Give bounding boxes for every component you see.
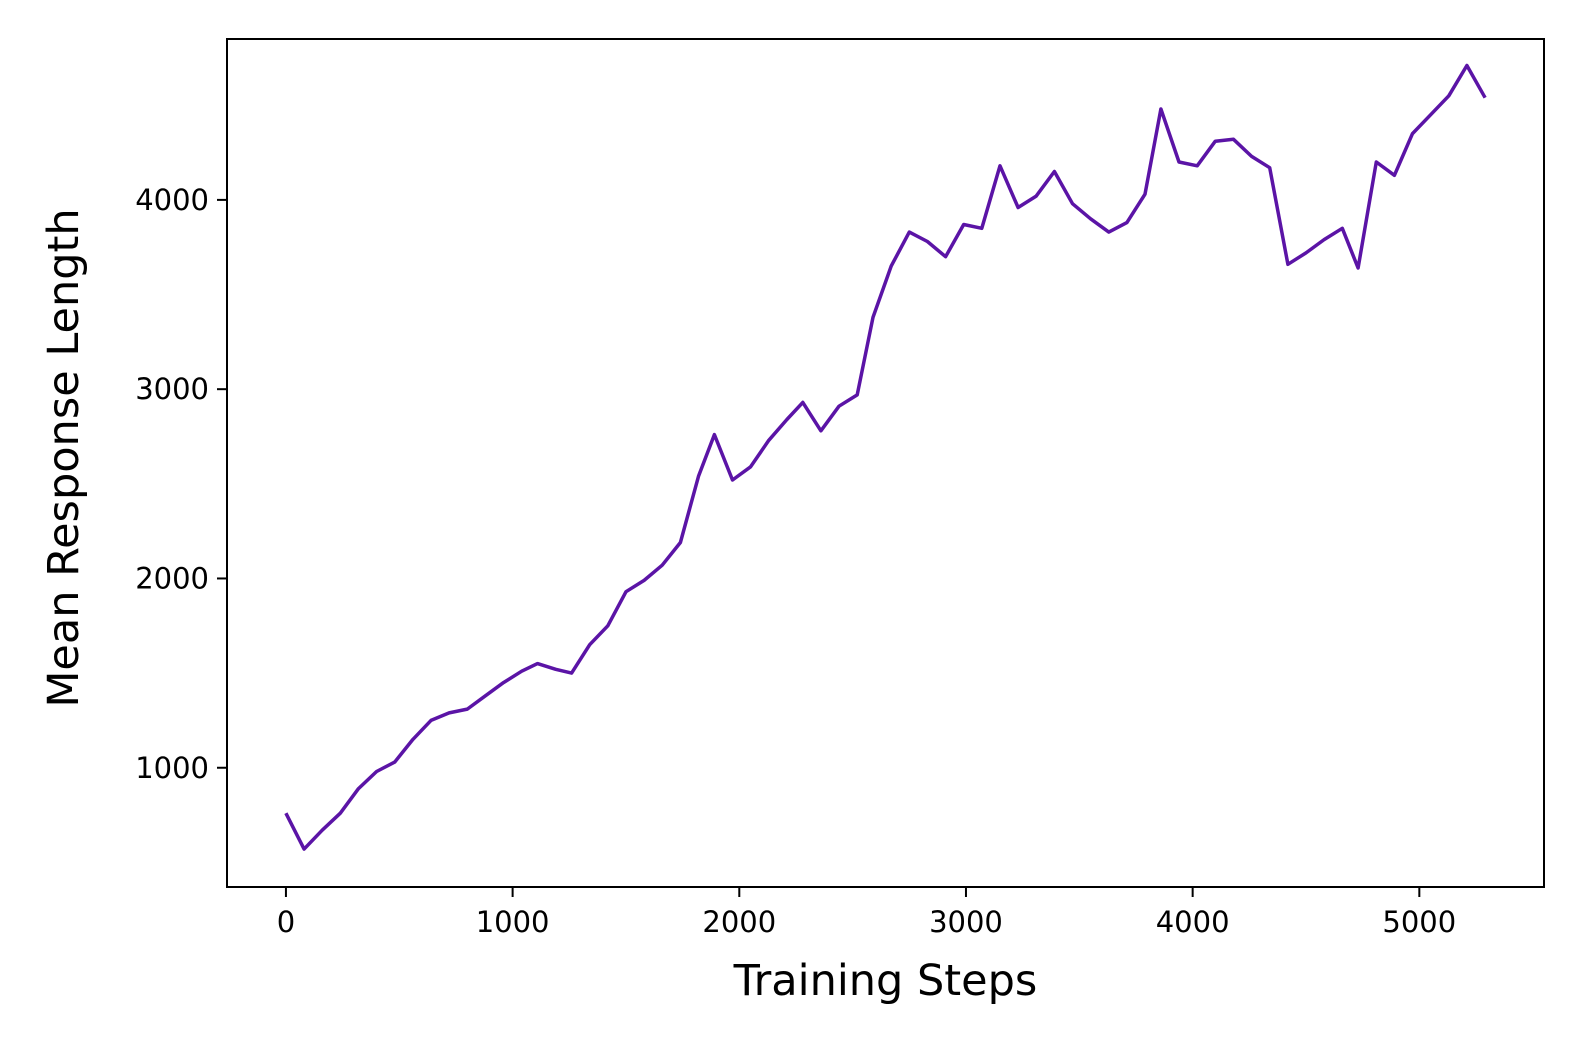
y-tick-label: 1000 bbox=[135, 751, 209, 785]
series-line bbox=[284, 63, 1487, 851]
y-tick-label: 2000 bbox=[135, 561, 209, 595]
series-layer bbox=[284, 63, 1487, 851]
y-tick-label: 4000 bbox=[135, 183, 209, 217]
x-axis-title: Training Steps bbox=[733, 956, 1038, 1006]
y-tick-label: 3000 bbox=[135, 372, 209, 406]
x-tick-label: 2000 bbox=[702, 905, 776, 939]
x-tick-label: 3000 bbox=[929, 905, 1003, 939]
x-axis: 0 1000 2000 3000 4000 5000 bbox=[277, 887, 1456, 939]
y-axis-title: Mean Response Length bbox=[39, 208, 89, 707]
x-tick-label: 5000 bbox=[1382, 905, 1456, 939]
x-tick-label: 4000 bbox=[1156, 905, 1230, 939]
x-tick-label: 0 bbox=[277, 905, 295, 939]
y-axis: 1000 2000 3000 4000 bbox=[135, 183, 227, 785]
x-tick-label: 1000 bbox=[476, 905, 550, 939]
plot-area-frame bbox=[226, 38, 1545, 888]
